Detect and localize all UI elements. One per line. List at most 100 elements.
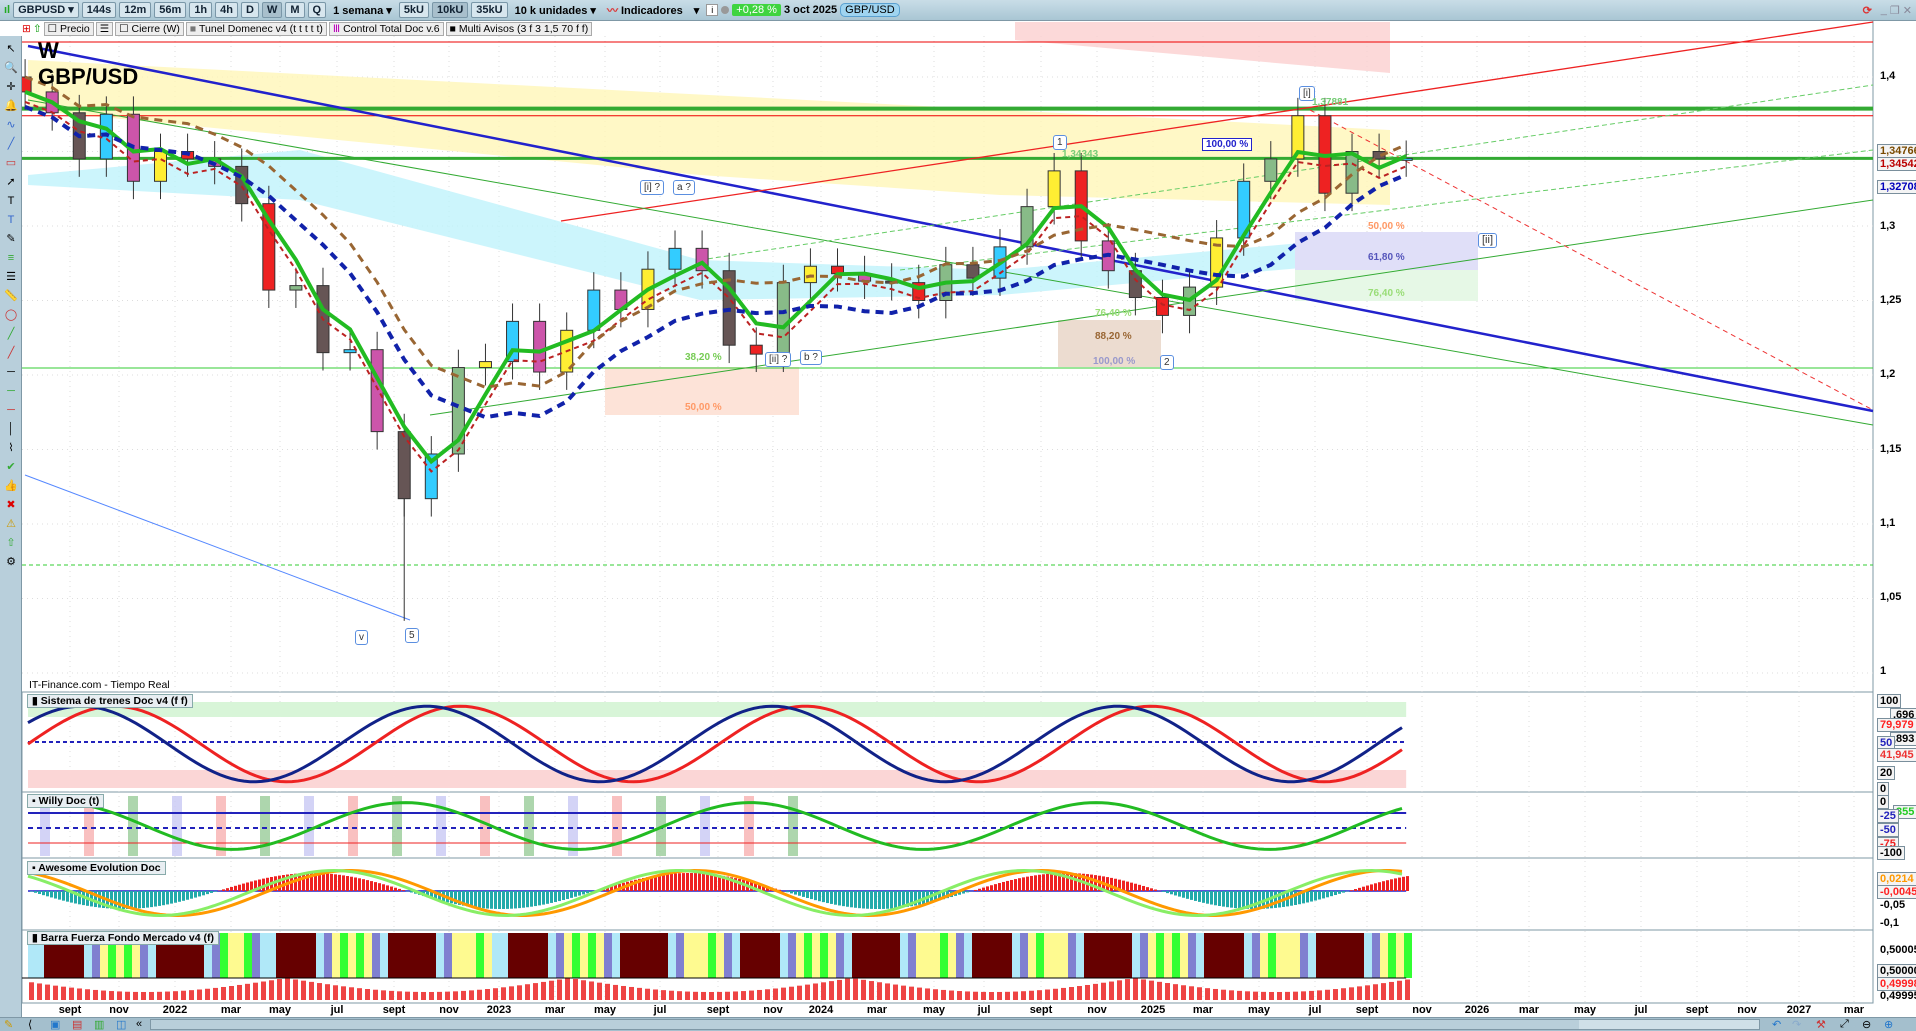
zoom-icon[interactable]: 🔍 bbox=[4, 62, 18, 74]
period-4h[interactable]: 4h bbox=[215, 2, 238, 18]
period-m[interactable]: M bbox=[285, 2, 305, 18]
add-indicator-icon[interactable]: ⊞ bbox=[22, 22, 31, 35]
wave-label-b-q[interactable]: b ? bbox=[800, 350, 822, 365]
awesome-bar bbox=[1370, 884, 1373, 891]
wave-label-v[interactable]: v bbox=[355, 630, 368, 645]
panel-title-barra[interactable]: ▮ Barra Fuerza Fondo Mercado v4 (f) bbox=[27, 931, 219, 945]
cursor-icon[interactable]: ↖ bbox=[6, 43, 16, 55]
pencil-icon[interactable]: ✎ bbox=[4, 1019, 14, 1031]
barra-column bbox=[61, 986, 66, 1000]
panel-title-awesome[interactable]: ▪ Awesome Evolution Doc bbox=[27, 861, 166, 875]
legend-tunel[interactable]: ■ Tunel Domenec v4 (t t t t t) bbox=[185, 21, 327, 36]
awesome-bar bbox=[198, 891, 201, 897]
period-56m[interactable]: 56m bbox=[154, 2, 187, 18]
barra-column bbox=[693, 991, 698, 1000]
wave-icon[interactable]: ∿ bbox=[6, 119, 16, 131]
wave-label-5[interactable]: 5 bbox=[405, 628, 419, 643]
ellipse-icon[interactable]: ◯ bbox=[4, 309, 18, 321]
wave-label-ii[interactable]: [ii] bbox=[1478, 233, 1497, 248]
symbol-select[interactable]: GBPUSD ▾ bbox=[13, 2, 79, 18]
period-q[interactable]: Q bbox=[307, 2, 327, 18]
minimize-icon[interactable]: _ bbox=[1880, 4, 1887, 16]
wave-label-i[interactable]: [i] bbox=[1299, 86, 1315, 101]
panel-title-willy[interactable]: ▪ Willy Doc (t) bbox=[27, 794, 105, 808]
channel-icon[interactable]: ≡ bbox=[7, 252, 15, 264]
awesome-bar bbox=[122, 891, 125, 909]
pen-icon[interactable]: ✎ bbox=[6, 233, 16, 245]
rect-icon[interactable]: ▭ bbox=[5, 157, 17, 169]
delete-icon[interactable]: ✖ bbox=[6, 499, 16, 511]
thumb-icon[interactable]: 👍 bbox=[4, 480, 18, 492]
alert-icon[interactable]: 🔔 bbox=[4, 100, 18, 112]
info-icon[interactable]: i bbox=[706, 4, 719, 16]
wave-label-ii-q[interactable]: [ii] ? bbox=[765, 352, 792, 367]
barra-color-bar bbox=[1156, 933, 1164, 978]
awesome-bar bbox=[98, 891, 101, 908]
check-icon[interactable]: ✔ bbox=[6, 461, 16, 473]
legend-avisos[interactable]: ■ Multi Avisos (3 f 3 1,5 70 f f) bbox=[445, 21, 593, 36]
up-arrow-icon[interactable]: ⇧ bbox=[6, 537, 16, 549]
unit-5ku[interactable]: 5kU bbox=[398, 2, 429, 18]
awesome-bar bbox=[278, 875, 281, 891]
range-select[interactable]: 1 semana ▾ bbox=[333, 4, 392, 17]
crosshair-icon[interactable]: ✛ bbox=[6, 81, 16, 93]
unit-35ku[interactable]: 35kU bbox=[471, 2, 508, 18]
period-d[interactable]: D bbox=[241, 2, 259, 18]
arrow-icon[interactable]: ➚ bbox=[6, 176, 16, 188]
zoom-fit-icon[interactable]: ⤢ bbox=[1840, 1018, 1849, 1030]
report-icon[interactable]: ▤ bbox=[72, 1019, 83, 1031]
period-w[interactable]: W bbox=[261, 2, 283, 18]
period-144s[interactable]: 144s bbox=[81, 2, 117, 18]
wave-label-2[interactable]: 2 bbox=[1160, 355, 1174, 370]
text-icon[interactable]: T bbox=[7, 195, 15, 207]
legend-price[interactable]: ☐ Precio bbox=[43, 21, 94, 36]
barra-column bbox=[925, 988, 930, 1000]
hline-icon[interactable]: ─ bbox=[7, 366, 15, 378]
hline-green-icon[interactable]: ─ bbox=[7, 385, 15, 397]
wave-label-1[interactable]: 1 bbox=[1053, 135, 1067, 150]
fib-icon[interactable]: ☰ bbox=[6, 271, 16, 283]
chat-icon[interactable]: ▣ bbox=[50, 1019, 61, 1031]
ruler-icon[interactable]: 📏 bbox=[4, 290, 18, 302]
line-icon[interactable]: ╱ bbox=[7, 138, 15, 150]
horizontal-scrollbar[interactable] bbox=[150, 1019, 1760, 1030]
legend-control[interactable]: Ⅲ Control Total Doc v.6 bbox=[328, 21, 444, 36]
settings-icon[interactable]: ⚙ bbox=[6, 556, 16, 568]
legend-close[interactable]: ☐ Cierre (W) bbox=[115, 21, 184, 36]
unit-10ku[interactable]: 10kU bbox=[432, 2, 469, 18]
undo-icon[interactable]: ↶ bbox=[1772, 1019, 1782, 1031]
period-12m[interactable]: 12m bbox=[119, 2, 152, 18]
period-1h[interactable]: 1h bbox=[189, 2, 213, 18]
up-icon[interactable]: ⇧ bbox=[32, 22, 42, 35]
vline-icon[interactable]: │ bbox=[7, 423, 15, 435]
close-icon[interactable]: ✕ bbox=[1902, 4, 1912, 17]
wave-label-a-q[interactable]: a ? bbox=[673, 180, 695, 195]
barra-column bbox=[1245, 991, 1250, 1000]
awesome-bar bbox=[1250, 891, 1253, 909]
window-icon[interactable]: ◫ bbox=[116, 1019, 127, 1031]
indicators-dropdown[interactable]: ▾ bbox=[693, 4, 700, 17]
trend-red-icon[interactable]: ╱ bbox=[7, 347, 15, 359]
wave-label-i-q[interactable]: [i] ? bbox=[640, 180, 665, 195]
awesome-bar bbox=[990, 885, 993, 891]
tools-icon[interactable]: ⚒ bbox=[1816, 1019, 1826, 1031]
share-icon[interactable]: ⟨ bbox=[28, 1019, 33, 1031]
indicators-button[interactable]: 〰 Indicadores bbox=[606, 5, 683, 17]
layout-icon[interactable]: ▥ bbox=[94, 1019, 105, 1031]
refresh-icon[interactable]: ⟳ bbox=[1862, 4, 1872, 17]
restore-icon[interactable]: ❐ bbox=[1889, 4, 1900, 17]
units-select[interactable]: 10 k unidades ▾ bbox=[514, 4, 596, 17]
zoom-out-icon[interactable]: ⊖ bbox=[1862, 1019, 1872, 1031]
zoom-in-icon[interactable]: ⊕ bbox=[1884, 1019, 1894, 1031]
redo-icon[interactable]: ↷ bbox=[1792, 1019, 1802, 1031]
magnet-icon[interactable]: ⌇ bbox=[8, 442, 14, 454]
collapse-icon[interactable]: « bbox=[136, 1018, 143, 1030]
trend-green-icon[interactable]: ╱ bbox=[7, 328, 15, 340]
time-tick: may bbox=[593, 1004, 617, 1016]
panel-title-sistema[interactable]: ▮ Sistema de trenes Doc v4 (f f) bbox=[27, 694, 193, 708]
hline-red-icon[interactable]: ─ bbox=[7, 404, 15, 416]
list-icon[interactable]: ☰ bbox=[95, 21, 114, 36]
warning-icon[interactable]: ⚠ bbox=[6, 518, 16, 530]
text-alt-icon[interactable]: T bbox=[7, 214, 15, 226]
